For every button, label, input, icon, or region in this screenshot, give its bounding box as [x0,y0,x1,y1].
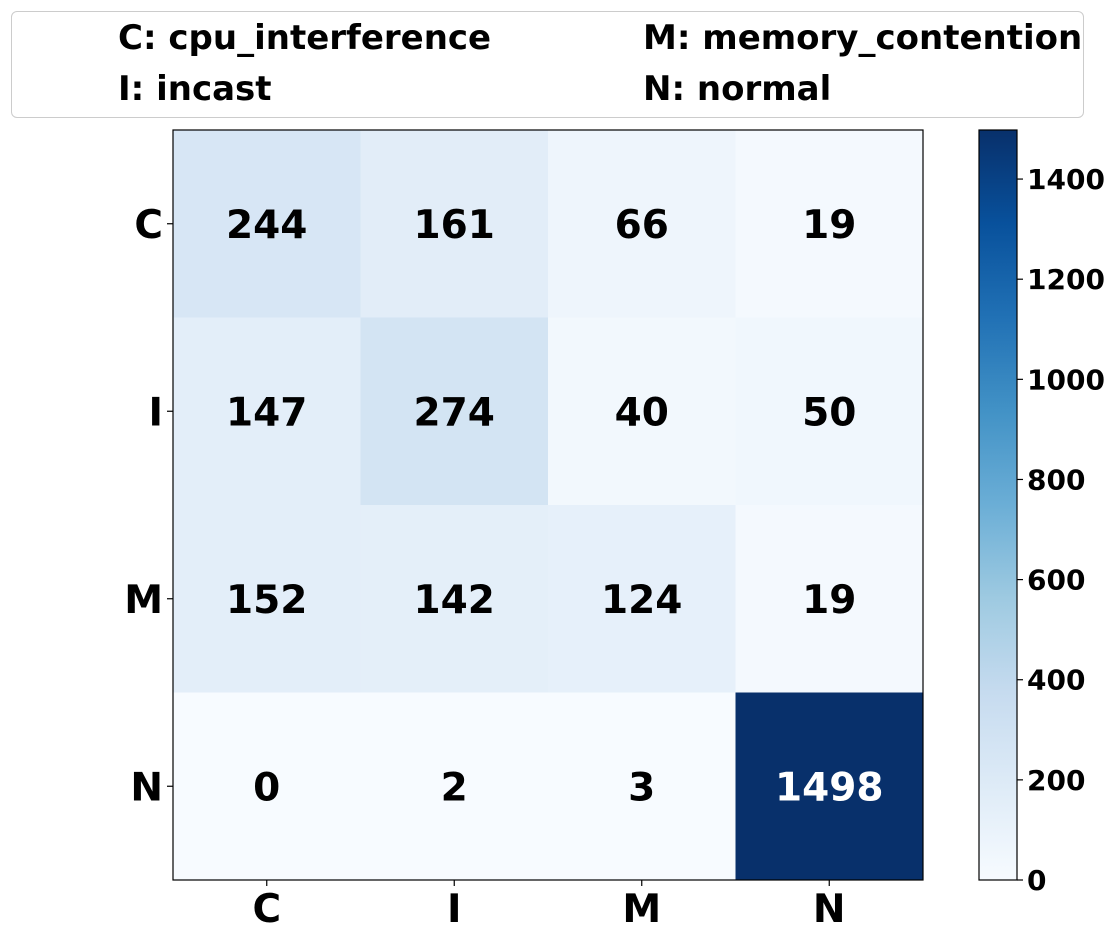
cell-value-label: 2 [441,765,468,810]
y-tick-label: N [130,765,163,810]
heatmap-cell [735,505,923,693]
heatmap-cell [735,130,923,318]
colorbar-tick-label: 1400 [1027,163,1105,196]
heatmap-cells: 244 161 66 19 147 274 40 50 152 142 124 19 0 2 3 1498 [173,130,923,880]
cell-value-label: 142 [414,578,495,623]
colorbar [978,129,1018,881]
cell-value-label: 40 [615,390,669,435]
x-tick-label: M [622,887,661,932]
heatmap-cell [360,130,548,318]
cell-value-label: 1498 [775,765,884,810]
heatmap-cell [360,317,548,505]
cell-value-label: 19 [802,578,856,623]
cell-value-label: 147 [226,390,307,435]
legend-entry-incast: I: incast [118,69,272,109]
cell-value-label: 3 [628,765,655,810]
colorbar-tick-label: 600 [1027,564,1085,597]
heatmap-cell [360,692,548,880]
heatmap-cell [173,130,361,318]
heatmap-cell [173,692,361,880]
colorbar-tick-label: 400 [1027,664,1085,697]
y-tick-label: I [148,390,163,435]
colorbar-tick-label: 1200 [1027,263,1105,296]
heatmap-cell [548,317,736,505]
colorbar-tick-label: 200 [1027,764,1085,797]
heatmap-cell [548,130,736,318]
cell-value-label: 152 [226,578,307,623]
x-tick-label: C [252,887,281,932]
heatmap-cell [173,505,361,693]
colorbar-ticks: 0 200 400 600 800 1000 1200 1400 [1017,163,1105,897]
cell-value-label: 19 [802,203,856,248]
cell-value-label: 0 [253,765,280,810]
colorbar-tick-label: 1000 [1027,363,1105,396]
legend: C: cpu_interference M: memory_contention… [11,11,1084,118]
heatmap-cell [173,317,361,505]
cell-value-label: 161 [414,203,495,248]
heatmap-cell [735,317,923,505]
y-tick-label: M [124,578,163,623]
axes: C I M N C I M N [124,203,845,932]
cell-value-label: 124 [601,578,682,623]
y-tick-label: C [134,203,163,248]
heatmap-cell [548,505,736,693]
x-tick-label: N [813,887,846,932]
plot-frame [172,129,924,881]
cell-value-label: 274 [414,390,495,435]
heatmap-cell [360,505,548,693]
legend-entry-cpu-interference: C: cpu_interference [118,18,492,58]
x-tick-label: I [447,887,462,932]
heatmap-cell [548,692,736,880]
legend-entry-normal: N: normal [643,69,832,109]
legend-entry-memory-contention: M: memory_contention [643,18,1083,58]
colorbar-tick-label: 800 [1027,463,1085,496]
cell-value-label: 244 [226,203,307,248]
cell-value-label: 66 [615,203,669,248]
colorbar-tick-label: 0 [1027,864,1046,897]
cell-value-label: 50 [802,390,856,435]
heatmap-cell [735,692,923,880]
